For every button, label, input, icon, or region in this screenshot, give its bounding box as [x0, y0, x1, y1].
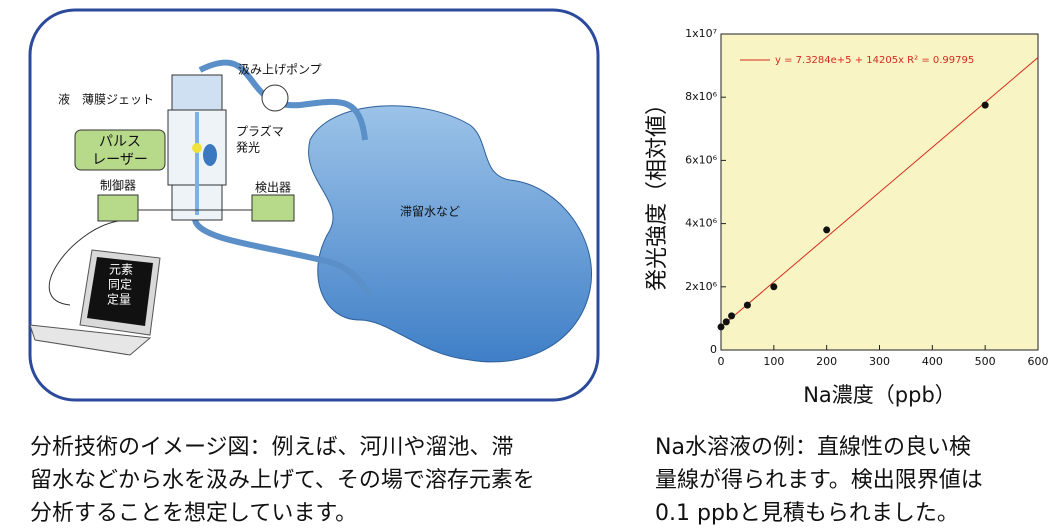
label: 元素: [109, 263, 133, 277]
x-tick-label: 300: [869, 355, 890, 368]
label: 汲み上げポンプ: [238, 63, 322, 77]
label: 定量: [107, 292, 131, 307]
y-tick-label: 0: [710, 343, 717, 356]
x-tick-label: 200: [816, 355, 837, 368]
x-tick-label: 600: [1028, 355, 1049, 368]
cable: [48, 220, 119, 306]
label: 検出器: [255, 181, 291, 195]
y-tick-label: 4x10⁶: [685, 217, 718, 230]
caption: Na水溶液の例：直線性の良い検: [655, 435, 971, 460]
pump: [261, 84, 289, 112]
caption: 0.1 ppbと見積もられました。: [655, 501, 959, 526]
reservoir: [171, 74, 223, 111]
x-tick-label: 0: [718, 355, 725, 368]
caption: 分析技術のイメージ図：例えば、河川や溜池、滞: [30, 435, 514, 460]
point: [728, 312, 736, 320]
lens: [203, 144, 217, 166]
water: [308, 105, 592, 363]
y-axis-label: 発光強度（相対値）: [645, 93, 670, 291]
label: 液: [58, 92, 70, 107]
y-tick-label: 6x10⁶: [685, 153, 718, 166]
label: パルス: [99, 134, 141, 150]
x-axis-label: Na濃度（ppb）: [803, 383, 956, 407]
plasma: [192, 143, 202, 153]
x-tick-label: 100: [763, 355, 784, 368]
detector: [251, 194, 295, 222]
y-tick-label: 8x10⁶: [685, 90, 718, 103]
label: プラズマ: [236, 124, 284, 139]
point: [722, 318, 730, 326]
y-tick-label: 2x10⁶: [685, 280, 718, 293]
point: [717, 323, 725, 331]
caption: 分析することを想定しています。: [30, 501, 357, 526]
controller: [97, 194, 139, 222]
pipe: [198, 59, 368, 141]
caption: 留水などから水を汲み上げて、その場で溶存元素を: [30, 468, 535, 493]
label: レーザー: [92, 152, 148, 168]
point: [981, 101, 989, 109]
y-tick-label: 1x10⁷: [685, 27, 717, 40]
annotation: y = 7.3284e+5 + 14205x R² = 0.99795: [775, 55, 974, 66]
x-tick-label: 400: [922, 355, 943, 368]
label: 制御器: [100, 178, 136, 193]
point: [823, 226, 831, 234]
label: 発光: [236, 141, 260, 155]
laptop-base: [29, 324, 152, 356]
laser: [74, 129, 166, 171]
laptop-display: [87, 257, 153, 326]
label: 同定: [108, 277, 132, 292]
pipe: [192, 218, 373, 297]
point: [743, 301, 751, 309]
point: [770, 283, 778, 291]
x-tick-label: 500: [975, 355, 996, 368]
caption: 量線が得られます。検出限界値は: [655, 468, 983, 493]
label: 滞留水など: [400, 205, 460, 219]
label: 薄膜ジェット: [82, 92, 154, 107]
